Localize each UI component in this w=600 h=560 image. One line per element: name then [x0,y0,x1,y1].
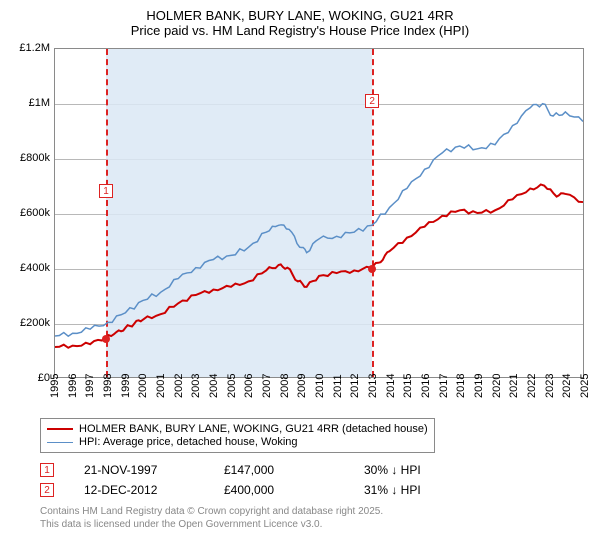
x-tick-label: 1998 [102,374,114,398]
x-tick-label: 2003 [190,374,202,398]
sale-index-box: 1 [40,463,54,477]
x-tick-label: 2015 [402,374,414,398]
sale-delta: 31% ↓ HPI [364,483,474,497]
x-tick-label: 2013 [367,374,379,398]
x-tick-label: 2021 [508,374,520,398]
sale-date: 21-NOV-1997 [84,463,194,477]
x-tick-label: 2002 [173,374,185,398]
y-tick-label: £400k [20,262,50,274]
y-tick-label: £1.2M [19,42,50,54]
x-tick-label: 2022 [526,374,538,398]
x-tick-label: 2018 [455,374,467,398]
x-tick-label: 2005 [226,374,238,398]
x-tick-label: 1995 [49,374,61,398]
sale-price: £147,000 [224,463,334,477]
series-lines [55,49,583,377]
x-tick-label: 1996 [67,374,79,398]
x-tick-label: 1999 [120,374,132,398]
legend-swatch [47,442,73,443]
sale-row: 2 12-DEC-2012 £400,000 31% ↓ HPI [40,483,590,497]
chart-container: HOLMER BANK, BURY LANE, WOKING, GU21 4RR… [0,0,600,560]
x-tick-label: 2004 [208,374,220,398]
legend-box: HOLMER BANK, BURY LANE, WOKING, GU21 4RR… [40,418,435,453]
sale-marker-box: 2 [365,94,379,108]
title-line2: Price paid vs. HM Land Registry's House … [10,23,590,38]
sale-delta: 30% ↓ HPI [364,463,474,477]
x-tick-label: 2000 [137,374,149,398]
footer-line1: Contains HM Land Registry data © Crown c… [40,505,590,518]
x-tick-label: 2016 [420,374,432,398]
sales-table: 1 21-NOV-1997 £147,000 30% ↓ HPI 2 12-DEC-201… [40,463,590,497]
x-tick-label: 1997 [84,374,96,398]
x-tick-label: 2019 [473,374,485,398]
x-tick-label: 2024 [561,374,573,398]
legend-swatch [47,428,73,430]
title-block: HOLMER BANK, BURY LANE, WOKING, GU21 4RR… [10,8,590,38]
sale-marker-box: 1 [99,184,113,198]
sale-dot [368,265,376,273]
x-tick-label: 2001 [155,374,167,398]
y-tick-label: £600k [20,207,50,219]
series-hpi [55,104,583,337]
x-tick-label: 2023 [544,374,556,398]
x-tick-label: 2012 [349,374,361,398]
legend-row: HPI: Average price, detached house, Woki… [47,436,428,448]
sale-row: 1 21-NOV-1997 £147,000 30% ↓ HPI [40,463,590,477]
legend-row: HOLMER BANK, BURY LANE, WOKING, GU21 4RR… [47,423,428,435]
x-tick-label: 2007 [261,374,273,398]
x-tick-label: 2008 [279,374,291,398]
x-tick-label: 2010 [314,374,326,398]
x-tick-label: 2006 [243,374,255,398]
series-price_paid [55,184,583,347]
x-tick-label: 2011 [332,374,344,398]
x-tick-label: 2020 [491,374,503,398]
x-axis-labels: 1995199619971998199920002001200220032004… [54,380,584,416]
sale-date: 12-DEC-2012 [84,483,194,497]
legend-label: HPI: Average price, detached house, Woki… [79,436,298,448]
footer-line2: This data is licensed under the Open Gov… [40,518,590,531]
y-tick-label: £800k [20,152,50,164]
footer-attribution: Contains HM Land Registry data © Crown c… [40,505,590,531]
legend-label: HOLMER BANK, BURY LANE, WOKING, GU21 4RR… [79,423,428,435]
x-tick-label: 2014 [385,374,397,398]
plot-area: 12 [54,48,584,378]
sale-index-box: 2 [40,483,54,497]
title-line1: HOLMER BANK, BURY LANE, WOKING, GU21 4RR [10,8,590,23]
chart-area: £0£200k£400k£600k£800k£1M£1.2M 12 199519… [10,44,590,414]
y-tick-label: £200k [20,317,50,329]
x-tick-label: 2025 [579,374,591,398]
x-tick-label: 2017 [438,374,450,398]
x-tick-label: 2009 [296,374,308,398]
sale-dot [102,335,110,343]
sale-price: £400,000 [224,483,334,497]
y-tick-label: £1M [29,97,50,109]
